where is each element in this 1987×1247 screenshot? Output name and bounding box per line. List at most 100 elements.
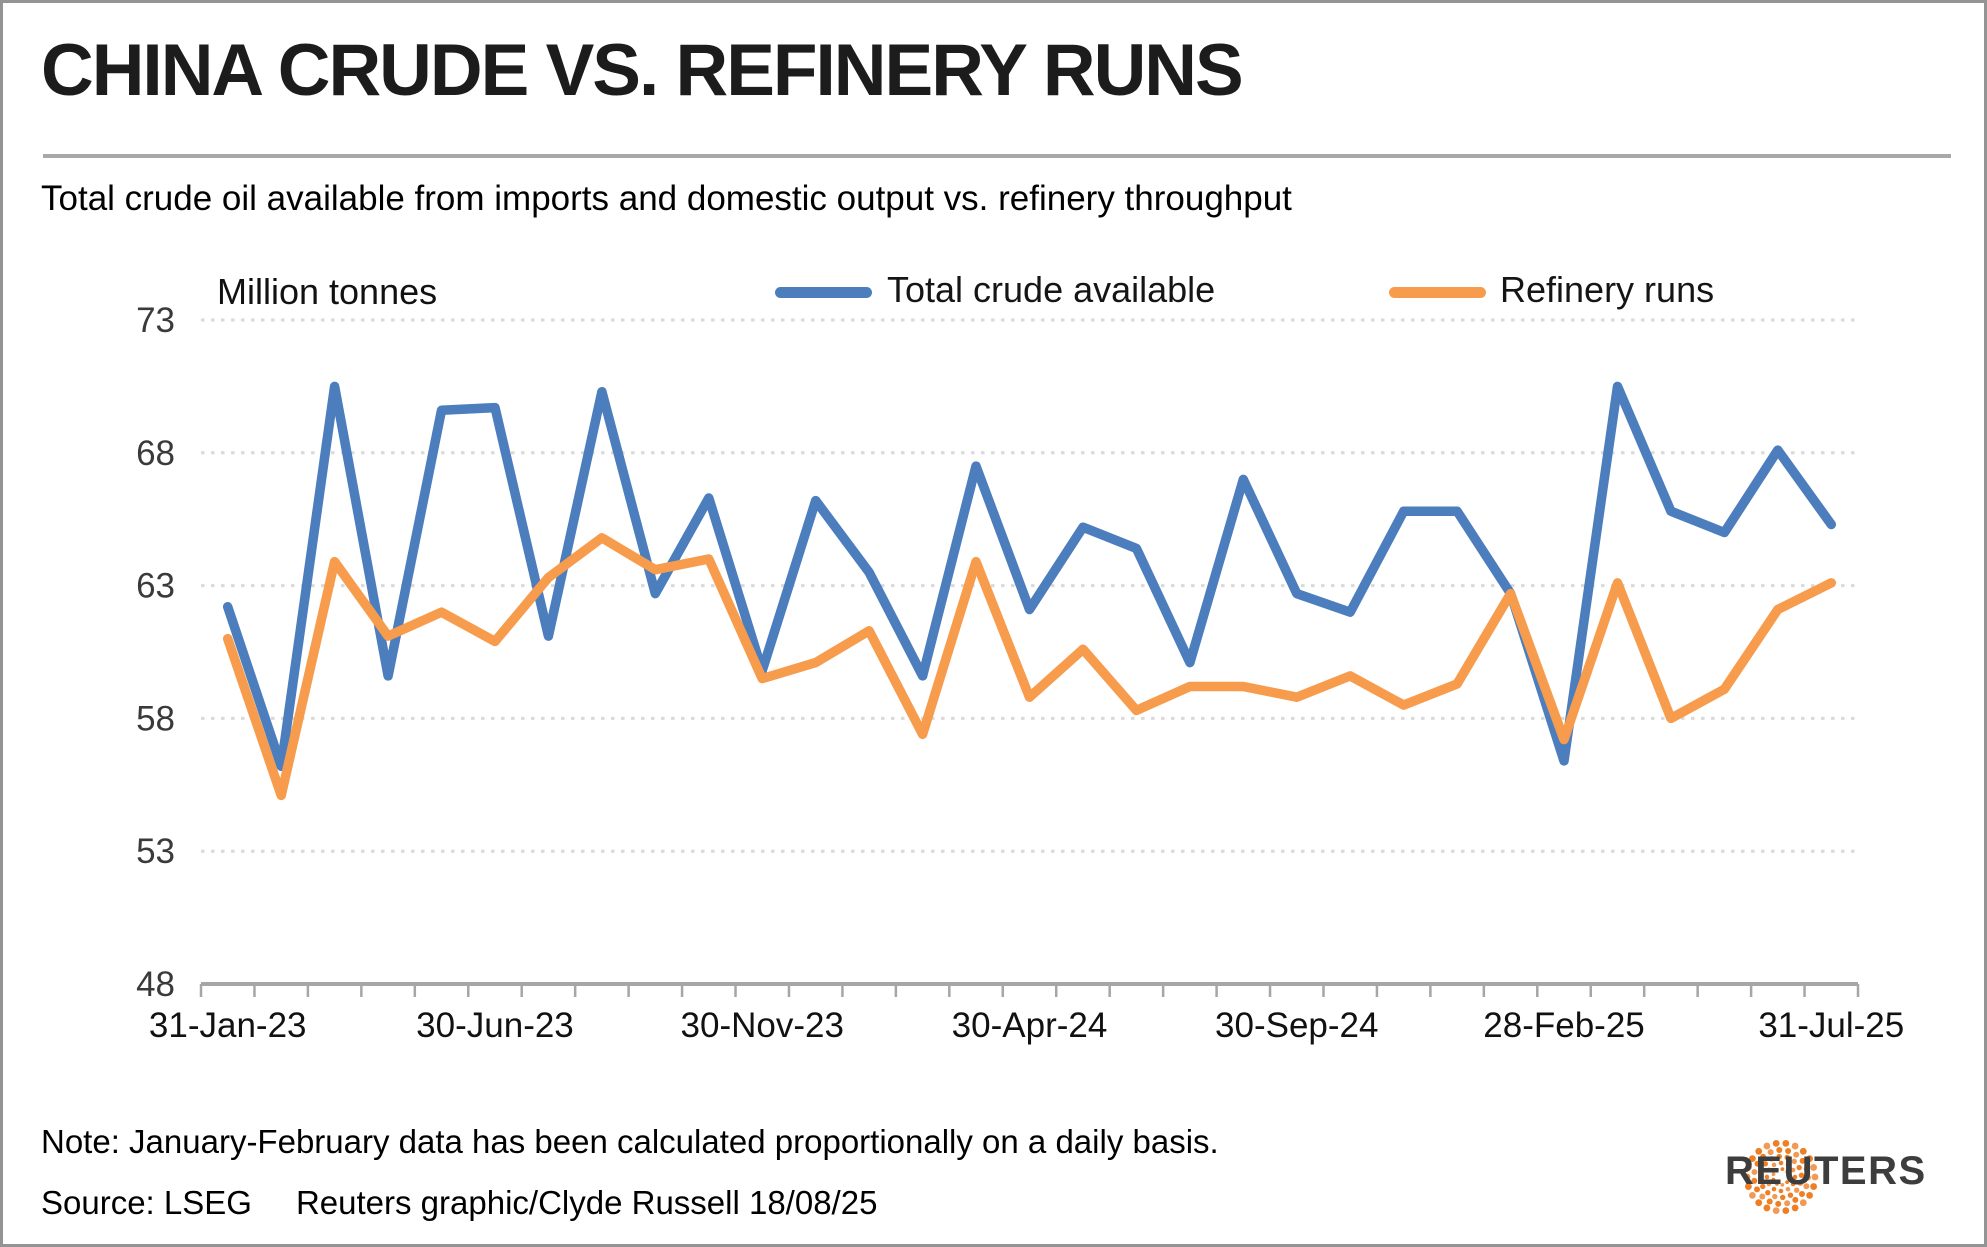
orb-dot bbox=[1780, 1167, 1785, 1172]
orb-dot bbox=[1787, 1192, 1794, 1198]
orb-dot bbox=[1754, 1160, 1761, 1167]
orb-dot bbox=[1776, 1147, 1783, 1154]
reuters-wordmark: REUTERS bbox=[1725, 1149, 1927, 1193]
orb-dot bbox=[1793, 1187, 1800, 1193]
orb-dot bbox=[1772, 1193, 1778, 1200]
x-tick-label: 31-Jan-23 bbox=[149, 1006, 307, 1045]
x-tick-label: 30-Jun-23 bbox=[416, 1006, 574, 1045]
orb-dot bbox=[1810, 1164, 1818, 1171]
title-divider bbox=[43, 154, 1951, 158]
orb-dot bbox=[1811, 1173, 1819, 1181]
orb-dot bbox=[1790, 1167, 1796, 1173]
orb-dot bbox=[1743, 1173, 1751, 1181]
page-title: CHINA CRUDE VS. REFINERY RUNS bbox=[41, 30, 1244, 111]
y-axis-unit-label: Million tonnes bbox=[217, 271, 438, 312]
orb-dot bbox=[1754, 1186, 1761, 1193]
chart-subtitle: Total crude oil available from imports a… bbox=[41, 179, 1292, 218]
orb-dot bbox=[1806, 1191, 1813, 1199]
orb-dot bbox=[1798, 1172, 1805, 1178]
chart-note: Note: January-February data has been cal… bbox=[41, 1123, 1219, 1160]
orb-dot bbox=[1776, 1153, 1782, 1160]
orb-dot bbox=[1793, 1151, 1800, 1158]
orb-dot bbox=[1790, 1181, 1796, 1187]
legend-label-total-crude: Total crude available bbox=[887, 269, 1216, 310]
orb-dot bbox=[1804, 1174, 1811, 1181]
orb-dot bbox=[1778, 1160, 1784, 1166]
orb-dot bbox=[1792, 1196, 1799, 1203]
orb-dot bbox=[1771, 1186, 1777, 1192]
orb-dot bbox=[1768, 1156, 1775, 1162]
orb-dot bbox=[1796, 1164, 1802, 1171]
series-line-refinery-runs bbox=[222, 533, 1837, 801]
orb-dot bbox=[1771, 1177, 1776, 1182]
y-tick-label: 48 bbox=[136, 965, 175, 1004]
y-tick-label: 68 bbox=[136, 434, 175, 473]
orb-dot bbox=[1766, 1167, 1772, 1173]
orb-dot bbox=[1772, 1207, 1780, 1215]
x-tick-label: 31-Jul-25 bbox=[1758, 1006, 1904, 1045]
orb-dot bbox=[1803, 1183, 1810, 1190]
orb-dot bbox=[1785, 1169, 1790, 1174]
orb-dot bbox=[1785, 1186, 1791, 1192]
orb-dot bbox=[1778, 1188, 1784, 1194]
orb-dot bbox=[1763, 1204, 1771, 1212]
y-tick-label: 73 bbox=[136, 301, 175, 340]
orb-dot bbox=[1766, 1198, 1773, 1205]
orb-dot bbox=[1760, 1183, 1766, 1190]
x-tick-label: 30-Sep-24 bbox=[1215, 1006, 1378, 1045]
orb-dot bbox=[1749, 1155, 1756, 1163]
orb-dot bbox=[1763, 1142, 1771, 1150]
legend-swatch-total-crude bbox=[775, 287, 872, 298]
orb-dot bbox=[1797, 1180, 1804, 1186]
orb-dot bbox=[1792, 1174, 1798, 1180]
legend-label-refinery-runs: Refinery runs bbox=[1500, 269, 1715, 310]
orb-dot bbox=[1780, 1182, 1785, 1187]
orb-dot bbox=[1799, 1147, 1807, 1155]
orb-dot bbox=[1767, 1149, 1774, 1156]
orb-dot bbox=[1803, 1165, 1810, 1172]
orb-dot bbox=[1766, 1181, 1772, 1187]
x-tick-label: 30-Nov-23 bbox=[681, 1006, 844, 1045]
orb-dot bbox=[1759, 1193, 1766, 1200]
orb-dot bbox=[1791, 1158, 1797, 1165]
orb-dot bbox=[1787, 1175, 1791, 1179]
orb-dot bbox=[1806, 1155, 1813, 1163]
orb-dot bbox=[1749, 1191, 1756, 1199]
orb-dot bbox=[1775, 1168, 1779, 1172]
orb-dot bbox=[1771, 1162, 1777, 1168]
orb-dot bbox=[1762, 1161, 1769, 1167]
orb-dot bbox=[1810, 1183, 1818, 1190]
credit-text: Reuters graphic/Clyde Russell 18/08/25 bbox=[295, 1184, 878, 1221]
orb-dot bbox=[1775, 1200, 1782, 1207]
orb-dot bbox=[1751, 1169, 1758, 1176]
orb-dot bbox=[1799, 1199, 1807, 1207]
orb-dot bbox=[1751, 1177, 1758, 1184]
legend-swatch-refinery-runs bbox=[1389, 287, 1486, 298]
orb-dot bbox=[1771, 1172, 1776, 1177]
source-line: Source: LSEG Reuters graphic/Clyde Russel… bbox=[41, 1184, 877, 1222]
orb-dot bbox=[1785, 1162, 1791, 1168]
orb-dot bbox=[1782, 1139, 1790, 1147]
x-tick-label: 28-Feb-25 bbox=[1483, 1006, 1644, 1045]
orb-dot bbox=[1791, 1204, 1799, 1212]
orb-dot bbox=[1782, 1207, 1790, 1215]
orb-dot bbox=[1785, 1147, 1792, 1154]
orb-dot bbox=[1755, 1199, 1763, 1207]
orb-dot bbox=[1765, 1189, 1771, 1196]
orb-dot bbox=[1772, 1139, 1780, 1147]
orb-dot bbox=[1799, 1157, 1806, 1164]
orb-dot bbox=[1785, 1180, 1790, 1185]
orb-dot bbox=[1760, 1153, 1767, 1160]
orb-dot bbox=[1757, 1176, 1764, 1182]
orb-dot bbox=[1798, 1190, 1805, 1197]
orb-dot bbox=[1784, 1154, 1790, 1161]
y-tick-label: 53 bbox=[136, 832, 175, 871]
orb-dot bbox=[1764, 1174, 1770, 1180]
orb-dot bbox=[1791, 1142, 1799, 1150]
orb-dot bbox=[1775, 1182, 1779, 1186]
source-text: Source: LSEG bbox=[41, 1184, 252, 1221]
orb-dot bbox=[1780, 1194, 1786, 1201]
orb-dot bbox=[1744, 1183, 1752, 1190]
